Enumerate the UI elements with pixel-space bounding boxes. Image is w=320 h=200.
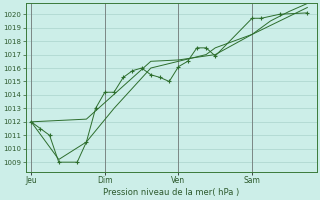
X-axis label: Pression niveau de la mer( hPa ): Pression niveau de la mer( hPa ) xyxy=(103,188,239,197)
